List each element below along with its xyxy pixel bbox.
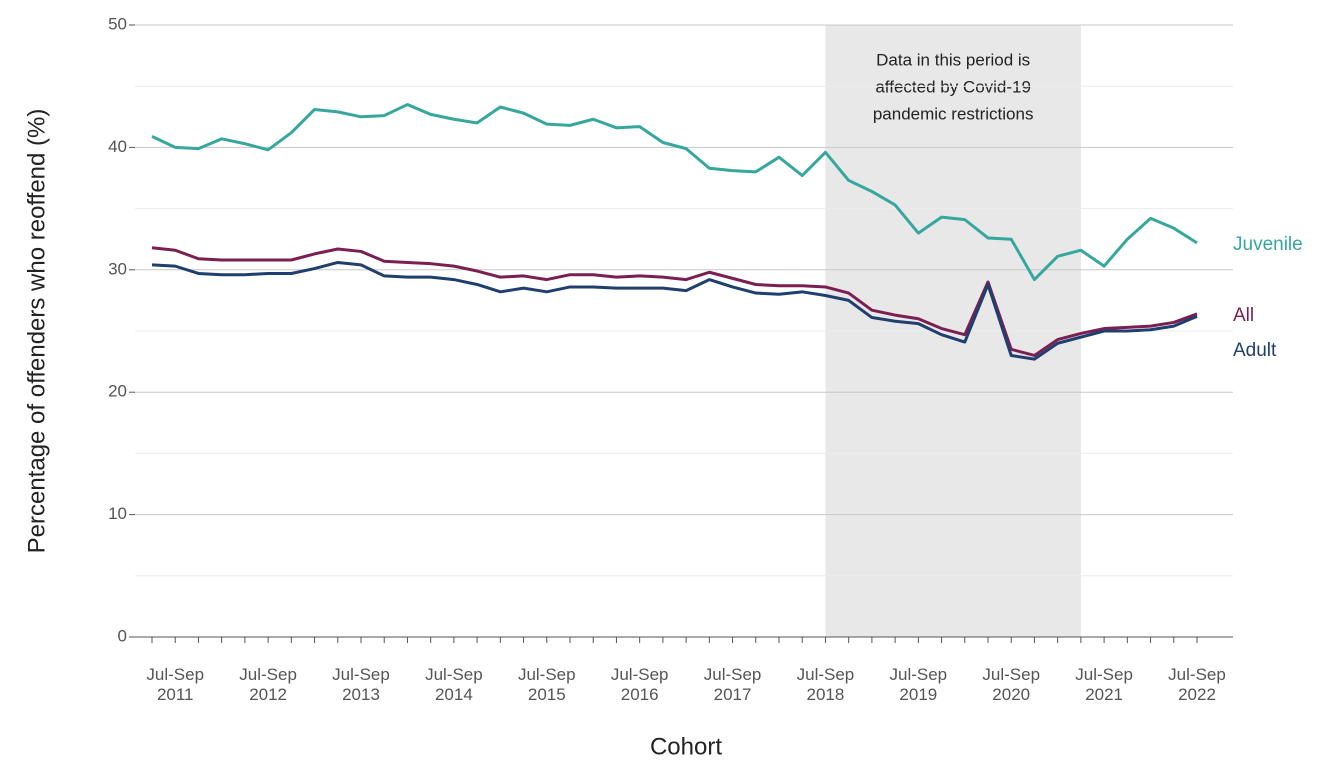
y-tick-label: 30 (108, 259, 127, 278)
x-tick-label: Jul-Sep 2012 (239, 665, 297, 704)
y-tick-label: 40 (108, 137, 127, 156)
series-line (151, 103, 1198, 282)
y-tick-label: 20 (108, 382, 127, 401)
x-tick-label: Jul-Sep 2014 (425, 665, 483, 704)
y-tick-label: 10 (108, 504, 127, 523)
x-tick-label: Jul-Sep 2021 (1075, 665, 1133, 704)
series-line (151, 246, 1198, 357)
x-tick-label: Jul-Sep 2017 (704, 665, 762, 704)
x-tick-label: Jul-Sep 2018 (797, 665, 855, 704)
x-tick-label: Jul-Sep 2019 (890, 665, 948, 704)
x-tick-label: Jul-Sep 2016 (611, 665, 669, 704)
legend-label: All (1233, 305, 1254, 326)
x-tick-label: Jul-Sep 2015 (518, 665, 576, 704)
y-tick-label: 50 (108, 14, 127, 33)
y-axis-title: Percentage of offenders who reoffend (%) (23, 109, 50, 554)
x-tick-label: Jul-Sep 2013 (332, 665, 390, 704)
legend-label: Juvenile (1233, 234, 1303, 255)
annotation: pandemic restrictions (873, 104, 1034, 123)
x-tick-label: Jul-Sep 2011 (146, 665, 204, 704)
annotation: affected by Covid-19 (875, 77, 1031, 96)
x-axis-title: Cohort (650, 733, 722, 760)
legend-label: Adult (1233, 340, 1277, 361)
y-tick-label: 0 (118, 626, 127, 645)
x-tick-label: Jul-Sep 2020 (982, 665, 1040, 704)
annotation: Data in this period is (876, 50, 1030, 69)
series-line (151, 260, 1198, 361)
x-tick-label: Jul-Sep 2022 (1168, 665, 1226, 704)
